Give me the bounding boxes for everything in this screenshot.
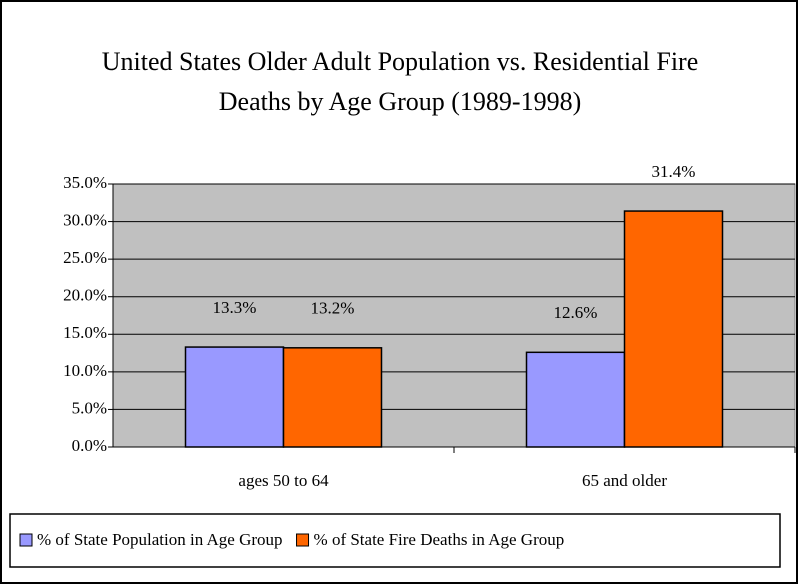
legend-box bbox=[9, 513, 781, 568]
bar bbox=[623, 210, 724, 448]
value-label: 31.4% bbox=[652, 162, 696, 181]
y-tick-label: 0.0% bbox=[72, 436, 107, 455]
bar bbox=[525, 351, 626, 448]
y-tick-label: 20.0% bbox=[63, 286, 107, 305]
value-label: 13.2% bbox=[311, 299, 355, 318]
chart-title: United States Older Adult Population vs.… bbox=[101, 47, 699, 116]
legend-label: % of State Fire Deaths in Age Group bbox=[314, 530, 565, 549]
x-tick-label: ages 50 to 64 bbox=[238, 471, 329, 490]
value-label: 12.6% bbox=[554, 303, 598, 322]
value-label: 13.3% bbox=[213, 298, 257, 317]
y-tick-label: 15.0% bbox=[63, 323, 107, 342]
bar bbox=[184, 346, 285, 448]
legend-label: % of State Population in Age Group bbox=[37, 530, 283, 549]
y-tick-label: 30.0% bbox=[63, 210, 107, 229]
y-tick-label: 35.0% bbox=[63, 173, 107, 192]
y-tick-label: 25.0% bbox=[63, 248, 107, 267]
x-tick-label: 65 and older bbox=[582, 471, 667, 490]
legend-swatch bbox=[19, 533, 33, 547]
y-tick-label: 5.0% bbox=[72, 398, 107, 417]
bar bbox=[282, 347, 383, 448]
y-tick-label: 10.0% bbox=[63, 361, 107, 380]
legend-swatch bbox=[296, 533, 310, 547]
